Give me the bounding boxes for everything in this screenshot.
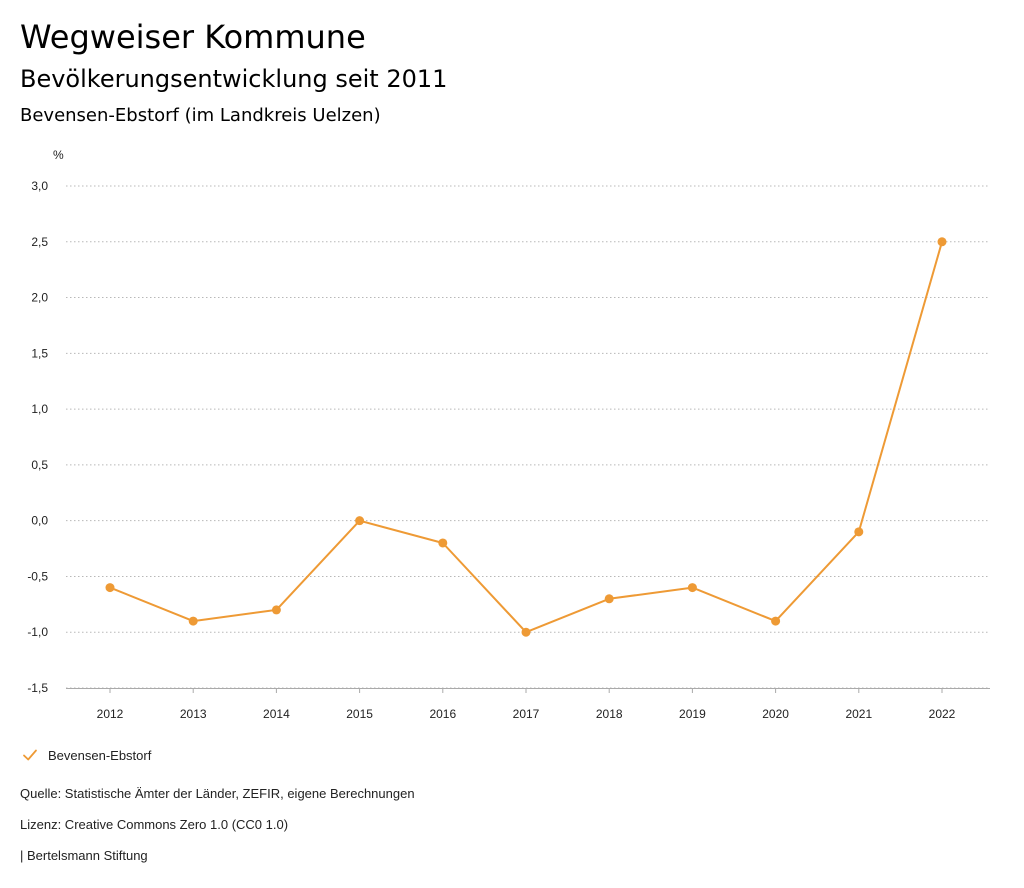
- y-tick-label: 0,5: [31, 458, 48, 472]
- y-axis-unit: %: [53, 148, 64, 162]
- data-point: [687, 583, 697, 593]
- source-note: Quelle: Statistische Ämter der Länder, Z…: [20, 786, 415, 801]
- grid-layer: [66, 185, 990, 689]
- data-point: [188, 616, 198, 626]
- y-tick-label: 2,0: [31, 291, 48, 305]
- data-point: [271, 605, 281, 615]
- data-point: [355, 516, 365, 526]
- data-point: [438, 538, 448, 548]
- y-tick-label: 1,0: [31, 402, 48, 416]
- data-point: [771, 616, 781, 626]
- legend-item[interactable]: Bevensen-Ebstorf: [22, 744, 151, 766]
- legend-label: Bevensen-Ebstorf: [48, 747, 152, 763]
- y-tick-label: 0,0: [31, 514, 48, 528]
- x-tick-label: 2016: [429, 707, 456, 721]
- x-tick-label: 2019: [679, 707, 706, 721]
- x-tick-label: 2014: [263, 707, 290, 721]
- x-tick-label: 2020: [762, 707, 789, 721]
- x-tick-label: 2012: [97, 707, 124, 721]
- check-icon: [23, 749, 37, 761]
- license-note: Lizenz: Creative Commons Zero 1.0 (CC0 1…: [20, 817, 289, 832]
- x-tick-label: 2018: [596, 707, 623, 721]
- data-point: [937, 237, 947, 247]
- x-tick-label: 2013: [180, 707, 207, 721]
- y-tick-label: 3,0: [31, 179, 48, 193]
- series-line: [109, 241, 943, 634]
- x-tick-label: 2017: [513, 707, 540, 721]
- x-tick-label: 2021: [845, 707, 872, 721]
- x-tick-label: 2015: [346, 707, 373, 721]
- x-tick-label: 2022: [929, 707, 956, 721]
- publisher-note: | Bertelsmann Stiftung: [20, 848, 148, 863]
- data-point: [521, 627, 531, 637]
- data-point: [604, 594, 614, 604]
- y-tick-label: -1,5: [27, 681, 48, 695]
- page-title: Wegweiser Kommune: [20, 18, 366, 56]
- data-point: [105, 583, 115, 593]
- y-tick-label: -1,0: [27, 625, 48, 639]
- y-tick-label: 2,5: [31, 235, 48, 249]
- axis-layer: % -1,5 -1,0 -0,5 0,0 0,5 1,0 1,5 2,0 2,5 3,0 2012 20…: [27, 148, 990, 721]
- data-point: [854, 527, 864, 537]
- y-tick-label: -0,5: [27, 569, 48, 583]
- region-title: Bevensen-Ebstorf (im Landkreis Uelzen): [20, 105, 381, 126]
- y-tick-label: 1,5: [31, 346, 48, 360]
- series-layer: [105, 237, 947, 637]
- chart-subtitle: Bevölkerungsentwicklung seit 2011: [20, 65, 448, 93]
